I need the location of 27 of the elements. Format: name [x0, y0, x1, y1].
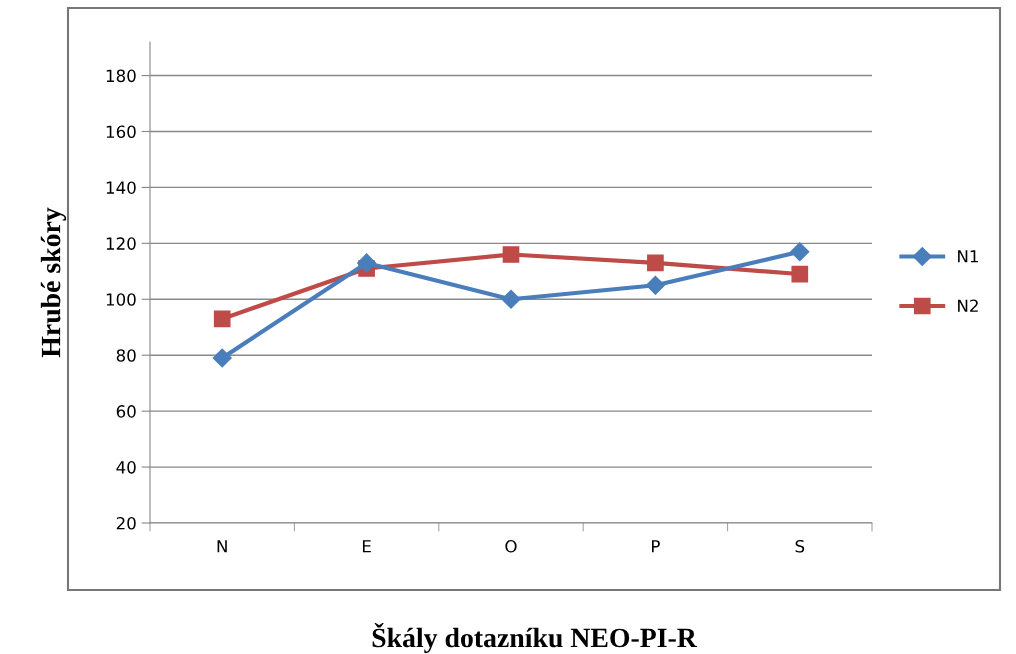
legend-label: N1 [958, 250, 978, 263]
point [357, 253, 377, 273]
y-tick-label: 20 [116, 516, 136, 530]
point [791, 265, 809, 283]
x-tick-label: P [652, 540, 660, 553]
x-tick-label: O [505, 539, 517, 553]
y-tick-label: 40 [116, 461, 136, 474]
point [502, 246, 520, 263]
y-tick-label: 120 [106, 237, 136, 250]
y-tick-label: 100 [106, 293, 136, 306]
point [501, 289, 521, 309]
y-tick-label: 160 [106, 125, 136, 139]
y-tick-label: 60 [116, 405, 136, 418]
y-axis-title: Hrubé skóry [40, 207, 67, 358]
point [213, 310, 231, 328]
point [645, 275, 665, 295]
point [212, 348, 232, 368]
x-tick-label: E [362, 540, 371, 553]
x-tick-label: S [795, 539, 805, 553]
y-tick-label: 80 [116, 349, 136, 362]
x-tick-label: N [217, 540, 227, 553]
point [647, 254, 664, 272]
y-tick-label: 140 [106, 181, 136, 194]
y-tick-label: 180 [106, 69, 136, 83]
legend-label: N2 [958, 299, 978, 312]
x-axis-title: Škály dotazníku NEO-PI-R [372, 622, 698, 654]
point [790, 242, 810, 262]
